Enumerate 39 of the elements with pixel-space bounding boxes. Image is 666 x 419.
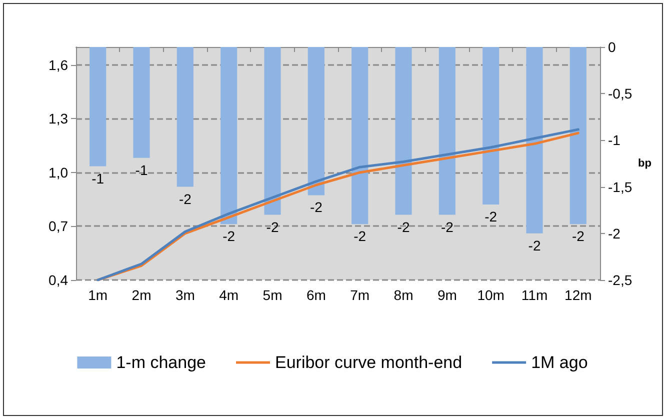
y2-tick-label: 0 bbox=[608, 39, 616, 55]
x-tick-label: 7m bbox=[350, 287, 370, 303]
data-label: -2 bbox=[484, 208, 498, 225]
y-tick-label: 1,6 bbox=[48, 56, 68, 73]
data-label: -2 bbox=[310, 199, 323, 216]
y2-tick-label: -0,5 bbox=[608, 86, 632, 102]
legend-label: 1-m change bbox=[116, 353, 206, 372]
data-label: -2 bbox=[354, 228, 366, 244]
y-tick-label: 1,3 bbox=[48, 110, 68, 127]
x-tick-label: 10m bbox=[477, 287, 504, 303]
x-tick-label: 6m bbox=[306, 287, 326, 303]
data-label: -2 bbox=[222, 228, 236, 244]
data-label: -2 bbox=[266, 218, 279, 235]
x-tick-label: 12m bbox=[564, 287, 592, 303]
x-tick-label: 5m bbox=[262, 287, 282, 303]
y-tick-label: 1,0 bbox=[48, 164, 68, 180]
data-label: -2 bbox=[178, 190, 192, 207]
y-tick-label: 0,4 bbox=[48, 272, 68, 288]
x-tick-label: 1m bbox=[88, 287, 108, 303]
x-tick-label: 4m bbox=[219, 287, 239, 303]
x-tick-label: 2m bbox=[132, 287, 152, 303]
legend-label: 1M ago bbox=[531, 353, 588, 372]
x-tick-label: 8m bbox=[394, 287, 414, 303]
y2-tick-label: -1,5 bbox=[608, 178, 632, 195]
legend-label: Euribor curve month-end bbox=[274, 353, 462, 372]
data-label: -1 bbox=[92, 170, 104, 186]
data-label: -2 bbox=[397, 218, 410, 235]
y2-axis-title: bp bbox=[638, 158, 652, 170]
y2-tick-label: -2,5 bbox=[608, 272, 632, 288]
x-tick-label: 9m bbox=[437, 287, 457, 303]
x-tick-label: 3m bbox=[175, 287, 195, 303]
x-tick-label: 11m bbox=[521, 287, 548, 303]
y-tick-label: 0,7 bbox=[48, 218, 68, 234]
y2-tick-label: -1 bbox=[608, 132, 621, 148]
data-label: -2 bbox=[572, 228, 585, 244]
y2-tick-label: -2 bbox=[608, 225, 621, 242]
data-label: -2 bbox=[528, 237, 541, 254]
data-label: -2 bbox=[440, 218, 454, 235]
data-label: -1 bbox=[135, 162, 148, 178]
